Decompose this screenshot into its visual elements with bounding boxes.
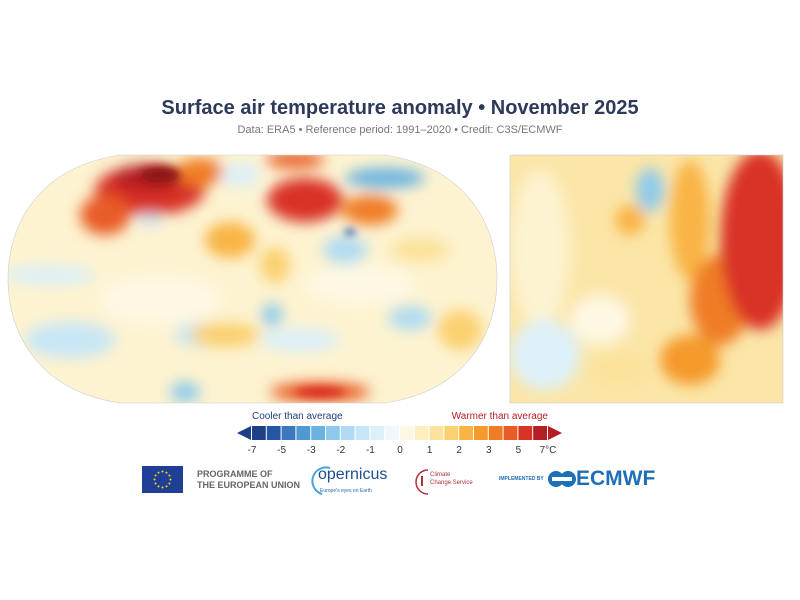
c3s-logo xyxy=(415,469,429,495)
colorbar-swatch xyxy=(252,426,266,440)
eu-star-icon xyxy=(161,470,164,473)
eu-line-2: THE EUROPEAN UNION xyxy=(197,480,301,490)
eu-star-icon xyxy=(161,486,164,489)
eu-line-1: PROGRAMME OF xyxy=(197,469,273,479)
eu-star-icon xyxy=(153,478,156,481)
eu-star-icon xyxy=(168,474,171,477)
colorbar-swatch xyxy=(385,426,399,440)
colorbar-swatch xyxy=(414,426,429,440)
colorbar-swatch xyxy=(311,426,325,440)
c3s-line-1: Climate xyxy=(430,472,451,478)
colorbar-swatch xyxy=(266,426,281,440)
colorbar-tick-label: 7°C xyxy=(539,445,557,456)
colorbar-swatch xyxy=(326,426,340,440)
europe-map-frame xyxy=(509,154,784,404)
copernicus-tagline: Europe's eyes on Earth xyxy=(320,488,372,494)
c3s-line-2: Change Service xyxy=(430,480,473,486)
colorbar-swatch xyxy=(429,426,444,440)
colorbar-tick-label: -5 xyxy=(277,445,287,456)
colorbar-tick-label: 2 xyxy=(456,445,462,456)
colorbar-tick-label: -1 xyxy=(365,445,375,456)
colorbar-max-arrow xyxy=(548,426,562,440)
implemented-by-text: IMPLEMENTED BY xyxy=(499,476,544,482)
colorbar-tick-label: 3 xyxy=(486,445,492,456)
ecmwf-logo-mark xyxy=(548,471,576,487)
page-title: Surface air temperature anomaly • Novemb… xyxy=(161,97,639,119)
colorbar-swatch xyxy=(533,426,547,440)
global-anomaly-map xyxy=(8,155,497,403)
colorbar-tick-label: 5 xyxy=(515,445,522,456)
eu-star-icon xyxy=(168,482,171,485)
eu-star-icon xyxy=(165,485,168,488)
colorbar-tick-label: -3 xyxy=(306,445,316,456)
eu-star-icon xyxy=(157,471,160,474)
colorbar-swatch xyxy=(488,426,503,440)
copernicus-logo xyxy=(311,466,331,495)
colorbar-swatch xyxy=(459,426,473,440)
global-map-outline xyxy=(7,154,498,404)
eu-flag-logo xyxy=(142,466,183,493)
colorbar-tick-label: -2 xyxy=(336,445,346,456)
eu-star-icon xyxy=(165,471,168,474)
cooler-than-average-label: Cooler than average xyxy=(252,411,343,422)
c3s-wordmark: Climate Change Service xyxy=(430,471,473,487)
colorbar-swatch xyxy=(518,426,533,440)
colorbar-swatch xyxy=(355,426,370,440)
eu-programme-text: PROGRAMME OF THE EUROPEAN UNION xyxy=(197,469,300,491)
eu-star-icon xyxy=(154,474,157,477)
warmer-than-average-label: Warmer than average xyxy=(451,411,548,422)
eu-star-icon xyxy=(154,482,157,485)
colorbar-swatch xyxy=(444,426,459,440)
europe-anomaly-map xyxy=(510,155,783,403)
colorbar-swatch xyxy=(400,426,414,440)
colorbar xyxy=(237,426,562,440)
eu-star-icon xyxy=(169,478,172,481)
colorbar-swatch xyxy=(340,426,355,440)
page-subtitle: Data: ERA5 • Reference period: 1991–2020… xyxy=(237,124,563,136)
colorbar-swatch xyxy=(296,426,311,440)
copernicus-wordmark: opernicus xyxy=(318,466,388,483)
colorbar-swatch xyxy=(370,426,385,440)
colorbar-tick-label: -7 xyxy=(247,445,257,456)
colorbar-tick-label: 1 xyxy=(426,445,433,456)
colorbar-swatch xyxy=(281,426,296,440)
colorbar-min-arrow xyxy=(237,426,251,440)
colorbar-swatch xyxy=(503,426,518,440)
colorbar-tick-label: 0 xyxy=(397,445,403,456)
colorbar-swatch xyxy=(474,426,488,440)
ecmwf-wordmark: ECMWF xyxy=(576,467,656,490)
eu-star-icon xyxy=(157,485,160,488)
